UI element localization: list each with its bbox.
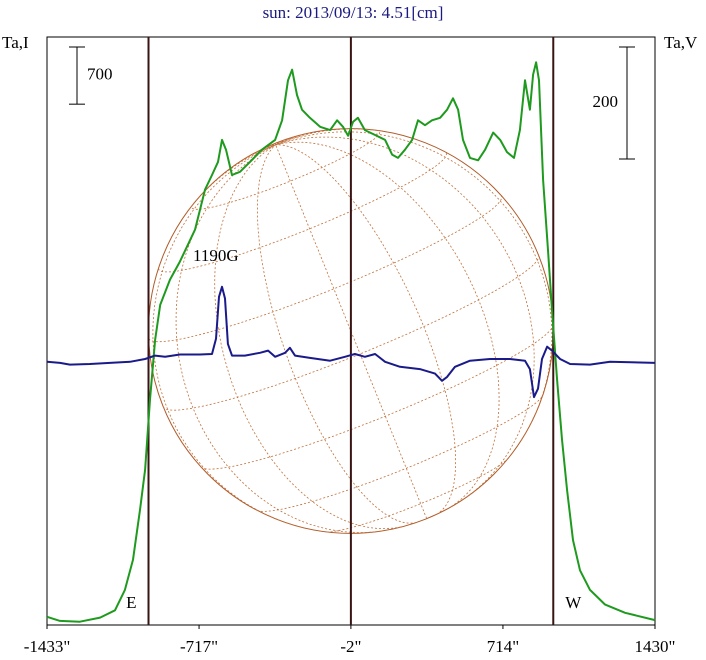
grid-line — [268, 144, 276, 147]
grid-line — [200, 324, 554, 470]
x-tick-label: 1430" — [635, 637, 676, 656]
scale-bar-label: 700 — [87, 64, 113, 83]
grid-line — [185, 144, 276, 214]
grid-line — [256, 394, 544, 512]
grid-line — [326, 458, 509, 533]
grid-line — [175, 144, 383, 533]
grid-line — [214, 144, 401, 529]
x-tick-label: -1433" — [24, 637, 71, 656]
chart-title: sun: 2013/09/13: 4.51[cm] — [263, 3, 444, 22]
grid-line — [275, 144, 428, 519]
series-line — [46, 285, 656, 399]
grid-line — [158, 152, 447, 273]
x-tick-label: -717" — [180, 637, 218, 656]
grid-line — [275, 141, 500, 508]
x-tick-label: 714" — [487, 637, 519, 656]
limb-label: E — [126, 593, 136, 612]
grid-line — [275, 131, 553, 441]
limb-label: W — [565, 593, 582, 612]
x-tick-label: -2" — [340, 637, 361, 656]
grid-line — [275, 140, 283, 146]
grid-line — [275, 144, 456, 515]
grid-line — [152, 144, 305, 529]
grid-line — [275, 136, 535, 498]
annotation: 1190G — [193, 246, 239, 265]
grid-line — [256, 144, 417, 524]
y-axis-label: Ta,I — [2, 33, 29, 52]
series-line — [46, 61, 656, 623]
y2-axis-label: Ta,V — [664, 33, 698, 52]
grid-line — [275, 136, 295, 146]
grid-line — [148, 196, 503, 343]
scale-bar-label: 200 — [593, 92, 619, 111]
